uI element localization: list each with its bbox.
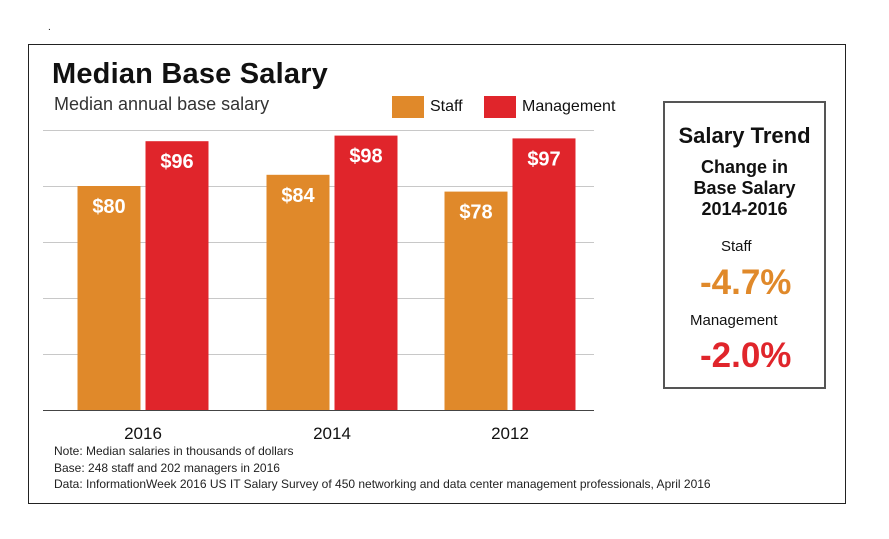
chart-notes: Note: Median salaries in thousands of do… [54,443,711,493]
trend-subtitle: Change in Base Salary 2014-2016 [665,157,824,220]
bar-label-staff-2016: $80 [92,196,125,218]
trend-subtitle-line: Change in [700,157,788,177]
base-line: Base: 248 staff and 202 managers in 2016 [54,460,280,475]
corner-mark: . [48,22,51,33]
source-line: Data: InformationWeek 2016 US IT Salary … [54,477,711,491]
bar-management-2014 [334,135,398,410]
bar-label-management-2016: $96 [160,151,193,173]
note-line: Note: Median salaries in thousands of do… [54,444,294,458]
x-tick-label: 2016 [124,424,162,443]
trend-management-label: Management [690,312,778,329]
bar-staff-2012 [444,191,508,410]
trend-subtitle-line: Base Salary [693,178,796,198]
legend-swatch-management [484,96,516,118]
bar-management-2012 [512,138,576,410]
legend-item-management: Management [484,96,615,118]
bar-label-management-2012: $97 [527,148,560,170]
trend-title: Salary Trend [678,123,811,148]
trend-staff-value: -4.7% [700,263,792,302]
bar-label-management-2014: $98 [349,146,382,168]
chart-title: Median Base Salary [52,58,329,90]
x-tick-label: 2014 [313,424,351,443]
salary-trend-panel: Salary Trend Change in Base Salary 2014-… [663,101,826,389]
x-tick-label: 2012 [491,424,529,443]
legend-swatch-staff [392,96,424,118]
trend-staff-label: Staff [721,238,752,255]
trend-subtitle-line: 2014-2016 [701,199,788,219]
legend-label-staff: Staff [430,98,463,115]
legend-item-staff: Staff [392,96,463,118]
bar-label-staff-2012: $78 [459,202,492,224]
legend-label-management: Management [522,98,616,115]
trend-management-value: -2.0% [700,336,792,375]
bar-label-staff-2014: $84 [281,185,315,207]
bar-staff-2014 [266,174,330,410]
chart-subtitle: Median annual base salary [54,94,270,114]
bar-management-2016 [145,141,209,410]
bar-staff-2016 [77,186,141,410]
chart-frame [28,44,846,504]
